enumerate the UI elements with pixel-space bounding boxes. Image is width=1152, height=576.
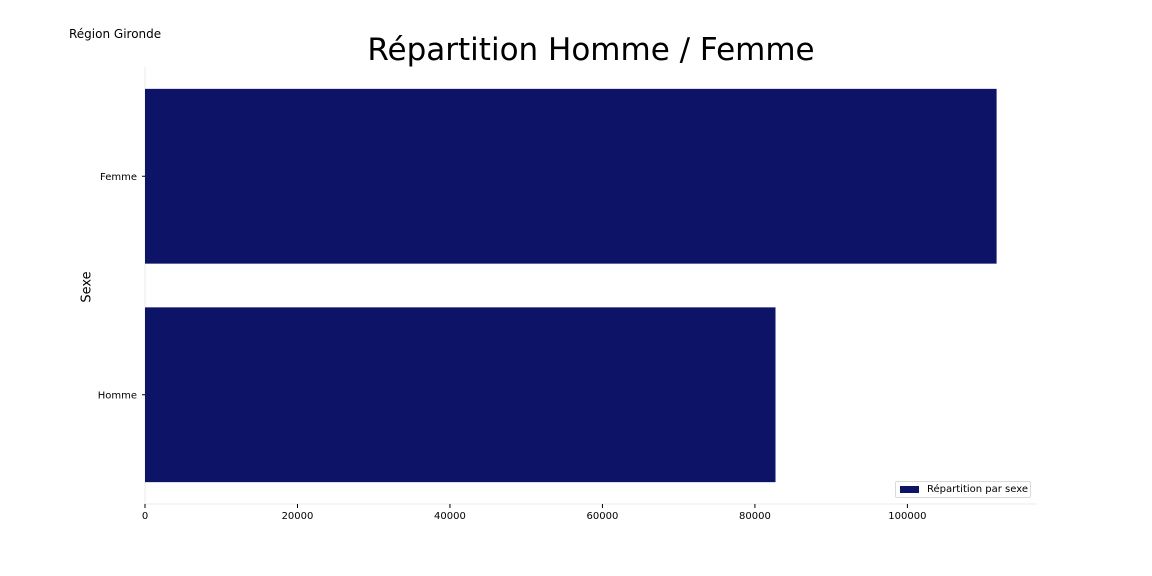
legend-label: Répartition par sexe — [927, 484, 1028, 495]
legend-swatch — [900, 486, 919, 493]
y-tick-label: Femme — [100, 172, 137, 183]
bar-homme — [145, 307, 776, 483]
x-tick-label: 60000 — [587, 511, 619, 522]
x-tick-label: 100000 — [888, 511, 926, 522]
x-tick-label: 80000 — [739, 511, 771, 522]
region-label: Région Gironde — [69, 27, 162, 41]
x-tick-label: 0 — [142, 511, 148, 522]
chart-legend: Répartition par sexe — [895, 481, 1031, 498]
bar-femme — [145, 88, 997, 264]
x-tick-label: 20000 — [282, 511, 314, 522]
x-tick-label: 40000 — [434, 511, 466, 522]
y-tick-label: Homme — [98, 390, 137, 401]
chart-title: Répartition Homme / Femme — [367, 32, 815, 68]
